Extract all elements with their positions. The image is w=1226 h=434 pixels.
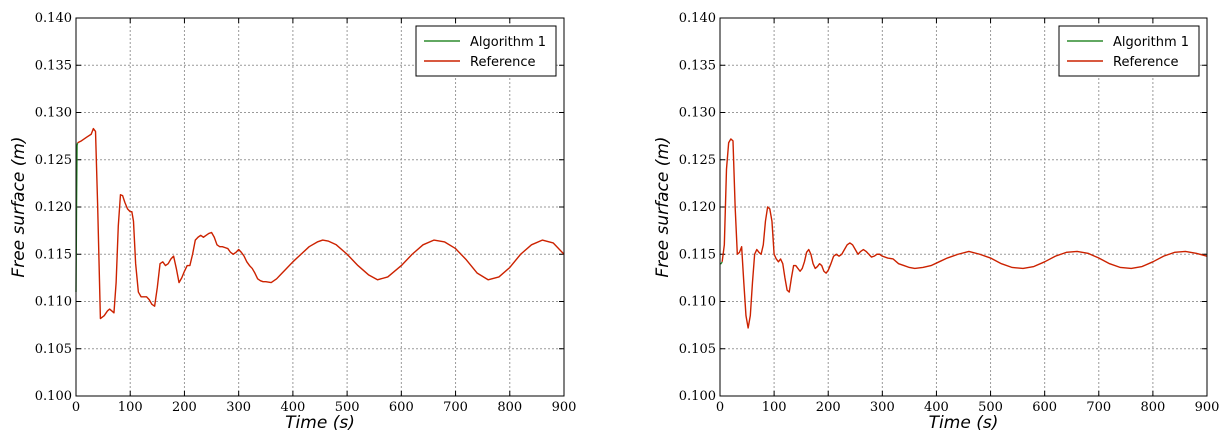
x-tick-label: 900 (552, 400, 577, 415)
legend-label: Reference (470, 55, 535, 70)
x-tick-label: 100 (762, 400, 787, 415)
y-tick-label: 0.130 (679, 106, 716, 121)
legend-label: Algorithm 1 (1113, 35, 1189, 50)
y-tick-label: 0.100 (679, 389, 716, 404)
x-axis-label: Time (s) (929, 413, 999, 433)
y-tick-label: 0.130 (35, 106, 72, 121)
x-tick-label: 200 (816, 400, 841, 415)
x-tick-label: 600 (1032, 400, 1057, 415)
x-tick-label: 0 (72, 400, 80, 415)
x-tick-label: 500 (978, 400, 1003, 415)
y-tick-label: 0.120 (679, 200, 716, 215)
series-line-2 (77, 127, 565, 320)
x-tick-label: 0 (716, 400, 724, 415)
plot-frame (75, 17, 565, 397)
y-tick-label: 0.100 (35, 389, 72, 404)
x-tick-label: 200 (172, 400, 197, 415)
y-tick-label: 0.135 (679, 58, 716, 73)
y-tick-label: 0.110 (35, 295, 72, 310)
chart-panel-2: 0 100 200 300 400 500 600 700 800 900 0.100 0.105 0.… (653, 11, 1219, 433)
y-tick-label: 0.135 (35, 58, 72, 73)
x-tick-label: 300 (226, 400, 251, 415)
legend-box (1058, 25, 1200, 77)
x-tick-label: 700 (1086, 400, 1111, 415)
x-axis-label: Time (s) (285, 413, 355, 433)
y-tick-label: 0.115 (35, 247, 72, 262)
y-tick-label: 0.140 (35, 11, 72, 26)
legend-box (415, 25, 557, 77)
y-tick-label: 0.105 (679, 342, 716, 357)
series-line-2 (721, 138, 1208, 329)
x-tick-label: 900 (1195, 400, 1220, 415)
x-tick-label: 600 (389, 400, 414, 415)
x-tick-label: 800 (497, 400, 522, 415)
y-tick-label: 0.140 (679, 11, 716, 26)
y-tick-label: 0.115 (679, 247, 716, 262)
x-tick-label: 500 (335, 400, 360, 415)
x-tick-label: 700 (443, 400, 468, 415)
y-tick-label: 0.110 (679, 295, 716, 310)
x-tick-label: 400 (924, 400, 949, 415)
plot-frame (719, 17, 1208, 397)
x-tick-label: 800 (1140, 400, 1165, 415)
y-tick-label: 0.125 (679, 153, 716, 168)
y-axis-label: Free surface (m) (9, 136, 29, 277)
chart-panel-1: 0 100 200 300 400 500 600 700 800 900 0.100 0.105 0.… (9, 11, 576, 433)
y-tick-label: 0.105 (35, 342, 72, 357)
y-axis-label: Free surface (m) (653, 136, 673, 277)
y-tick-label: 0.125 (35, 153, 72, 168)
x-tick-label: 400 (280, 400, 305, 415)
y-tick-label: 0.120 (35, 200, 72, 215)
x-tick-label: 100 (118, 400, 143, 415)
legend-label: Algorithm 1 (470, 35, 546, 50)
x-tick-label: 300 (870, 400, 895, 415)
legend-label: Reference (1113, 55, 1178, 70)
